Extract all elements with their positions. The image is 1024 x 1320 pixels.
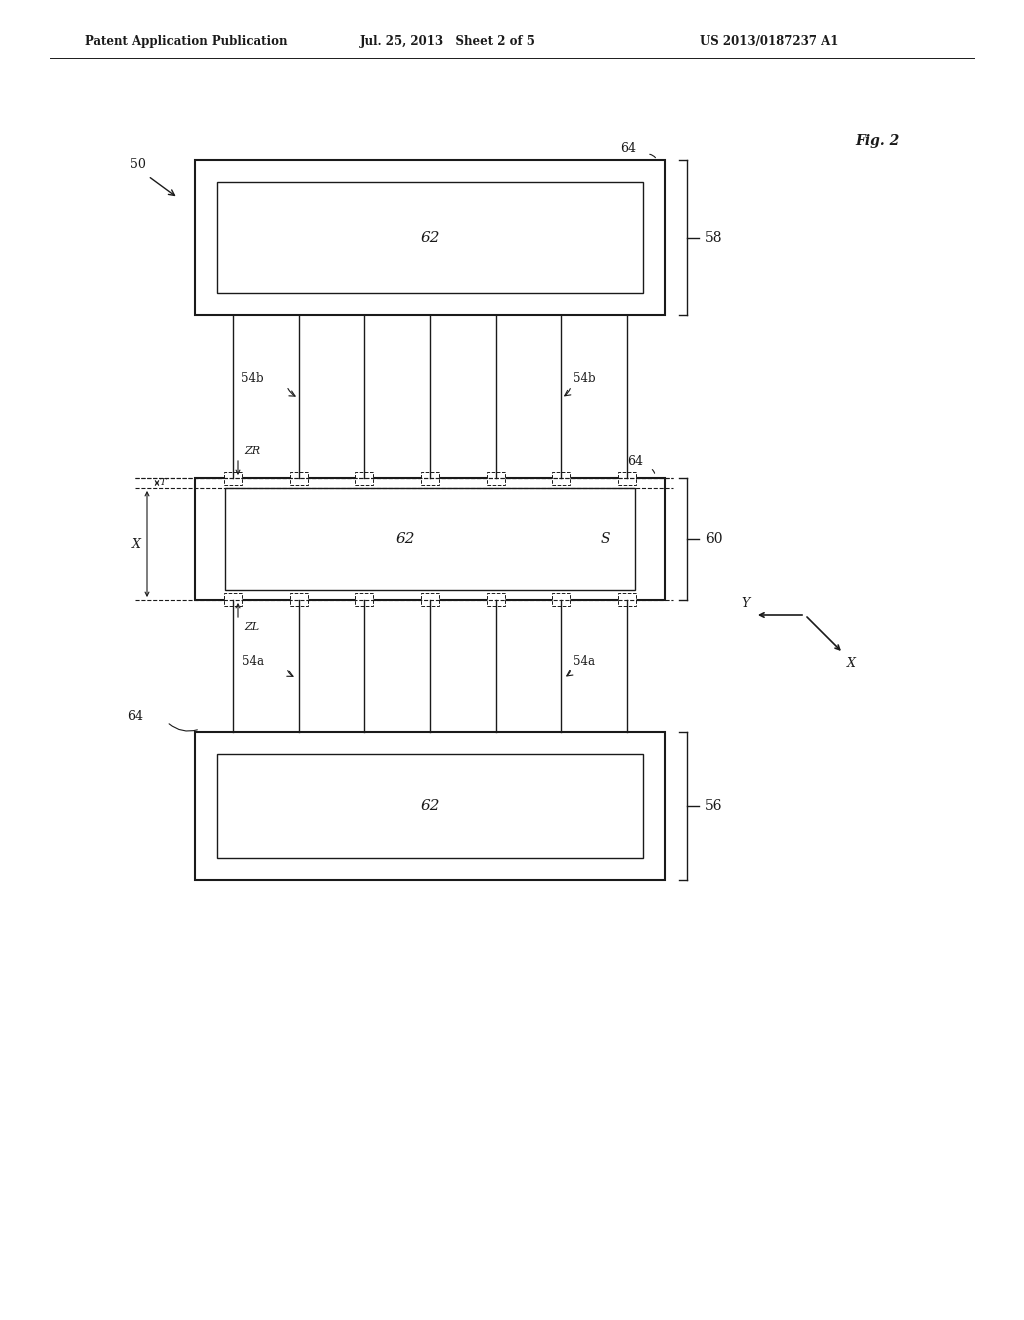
Bar [224,473,242,486]
Text: Fig. 2: Fig. 2 [855,135,899,148]
Bar [486,593,505,606]
Bar [552,473,570,486]
Text: X: X [132,537,141,550]
Bar [618,473,636,486]
Bar [195,160,665,315]
Text: 64: 64 [627,455,643,469]
Text: X: X [847,657,856,671]
Text: 54b: 54b [573,372,596,385]
Bar [195,733,665,880]
Bar [355,473,374,486]
Bar [421,593,439,606]
Text: Y: Y [741,597,750,610]
Text: 54a: 54a [242,655,263,668]
Bar [486,473,505,486]
Bar [421,473,439,486]
Text: 56: 56 [705,799,723,813]
Bar [618,593,636,606]
Text: Jul. 25, 2013   Sheet 2 of 5: Jul. 25, 2013 Sheet 2 of 5 [360,36,536,48]
Text: ZL: ZL [244,622,259,632]
Text: 54a: 54a [573,655,595,668]
Bar [290,593,307,606]
Bar [225,488,635,590]
Bar [290,473,307,486]
Bar [224,593,242,606]
Text: 60: 60 [705,532,723,546]
Bar [217,182,643,293]
Text: S: S [600,532,609,546]
Text: 62: 62 [420,799,439,813]
Bar [355,593,374,606]
Text: ZR: ZR [244,446,260,455]
Text: 64: 64 [127,710,143,723]
Text: Patent Application Publication: Patent Application Publication [85,36,288,48]
Text: T: T [160,478,167,487]
Text: 64: 64 [620,143,636,154]
Text: 62: 62 [420,231,439,244]
Bar [552,593,570,606]
Text: 50: 50 [130,158,145,172]
Text: US 2013/0187237 A1: US 2013/0187237 A1 [700,36,839,48]
Text: 62: 62 [395,532,415,546]
Bar [195,478,665,601]
Bar [217,754,643,858]
Text: 58: 58 [705,231,723,244]
Text: 54b: 54b [241,372,263,385]
